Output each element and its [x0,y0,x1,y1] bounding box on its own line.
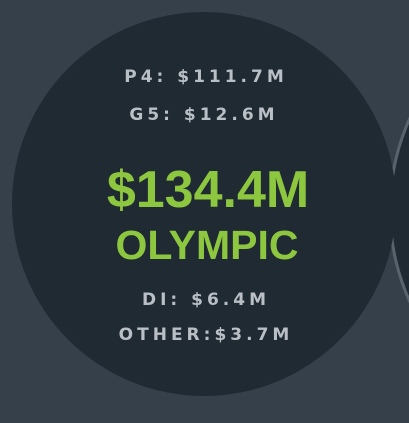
total: $134.4M [107,161,309,219]
p4-line: P4: $111.7M [124,67,288,87]
name: OLYMPIC [115,222,298,268]
main-circle [12,12,396,396]
g5-line: G5: $12.6M [129,105,278,125]
di-line: DI: $6.4M [142,290,270,310]
other-line: OTHER:$3.7M [119,325,294,345]
